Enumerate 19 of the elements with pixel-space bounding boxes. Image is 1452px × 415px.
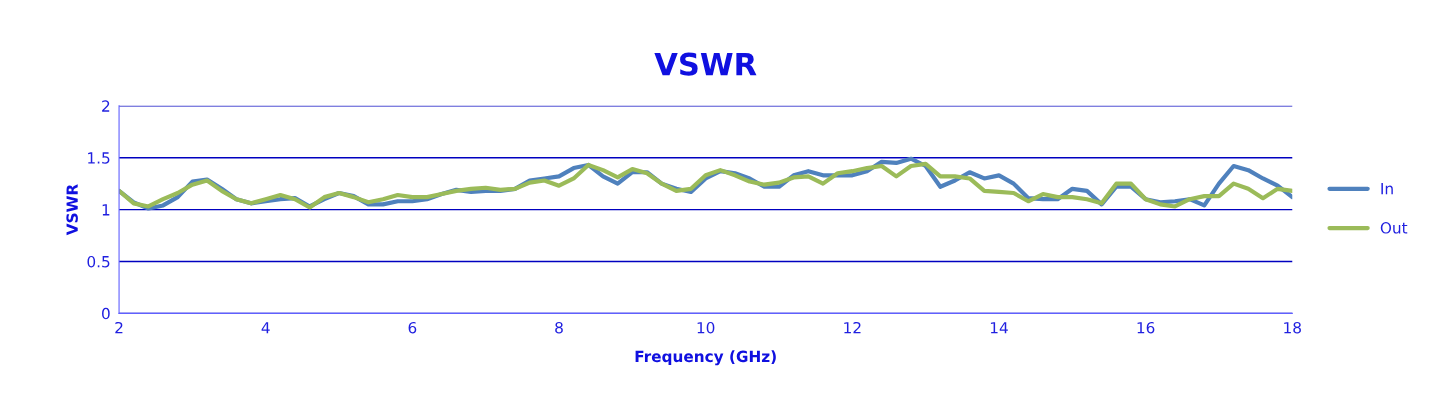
legend-label: Out: [1380, 222, 1408, 234]
x-tick-label: 10: [697, 321, 715, 334]
x-tick-label: 12: [844, 321, 861, 334]
y-tick-label: 2: [102, 100, 110, 112]
x-tick-label: 14: [990, 322, 1008, 334]
x-tick-label: 18: [1284, 321, 1301, 334]
x-tick-label: 6: [408, 321, 417, 334]
legend-label: In: [1381, 183, 1393, 195]
y-axis-title: VSWR: [66, 184, 78, 236]
y-tick-label: 0: [102, 307, 110, 320]
y-tick-label: 1: [102, 204, 110, 216]
x-tick-label: 16: [1137, 321, 1155, 334]
x-tick-label: 2: [115, 321, 123, 334]
x-tick-label: 4: [261, 322, 270, 334]
y-tick-label: 0.5: [87, 255, 110, 268]
y-tick-label: 1.5: [88, 152, 110, 164]
chart-title: VSWR: [654, 52, 757, 76]
x-tick-label: 8: [555, 321, 563, 334]
x-axis-title: Frequency (GHz): [635, 350, 776, 366]
